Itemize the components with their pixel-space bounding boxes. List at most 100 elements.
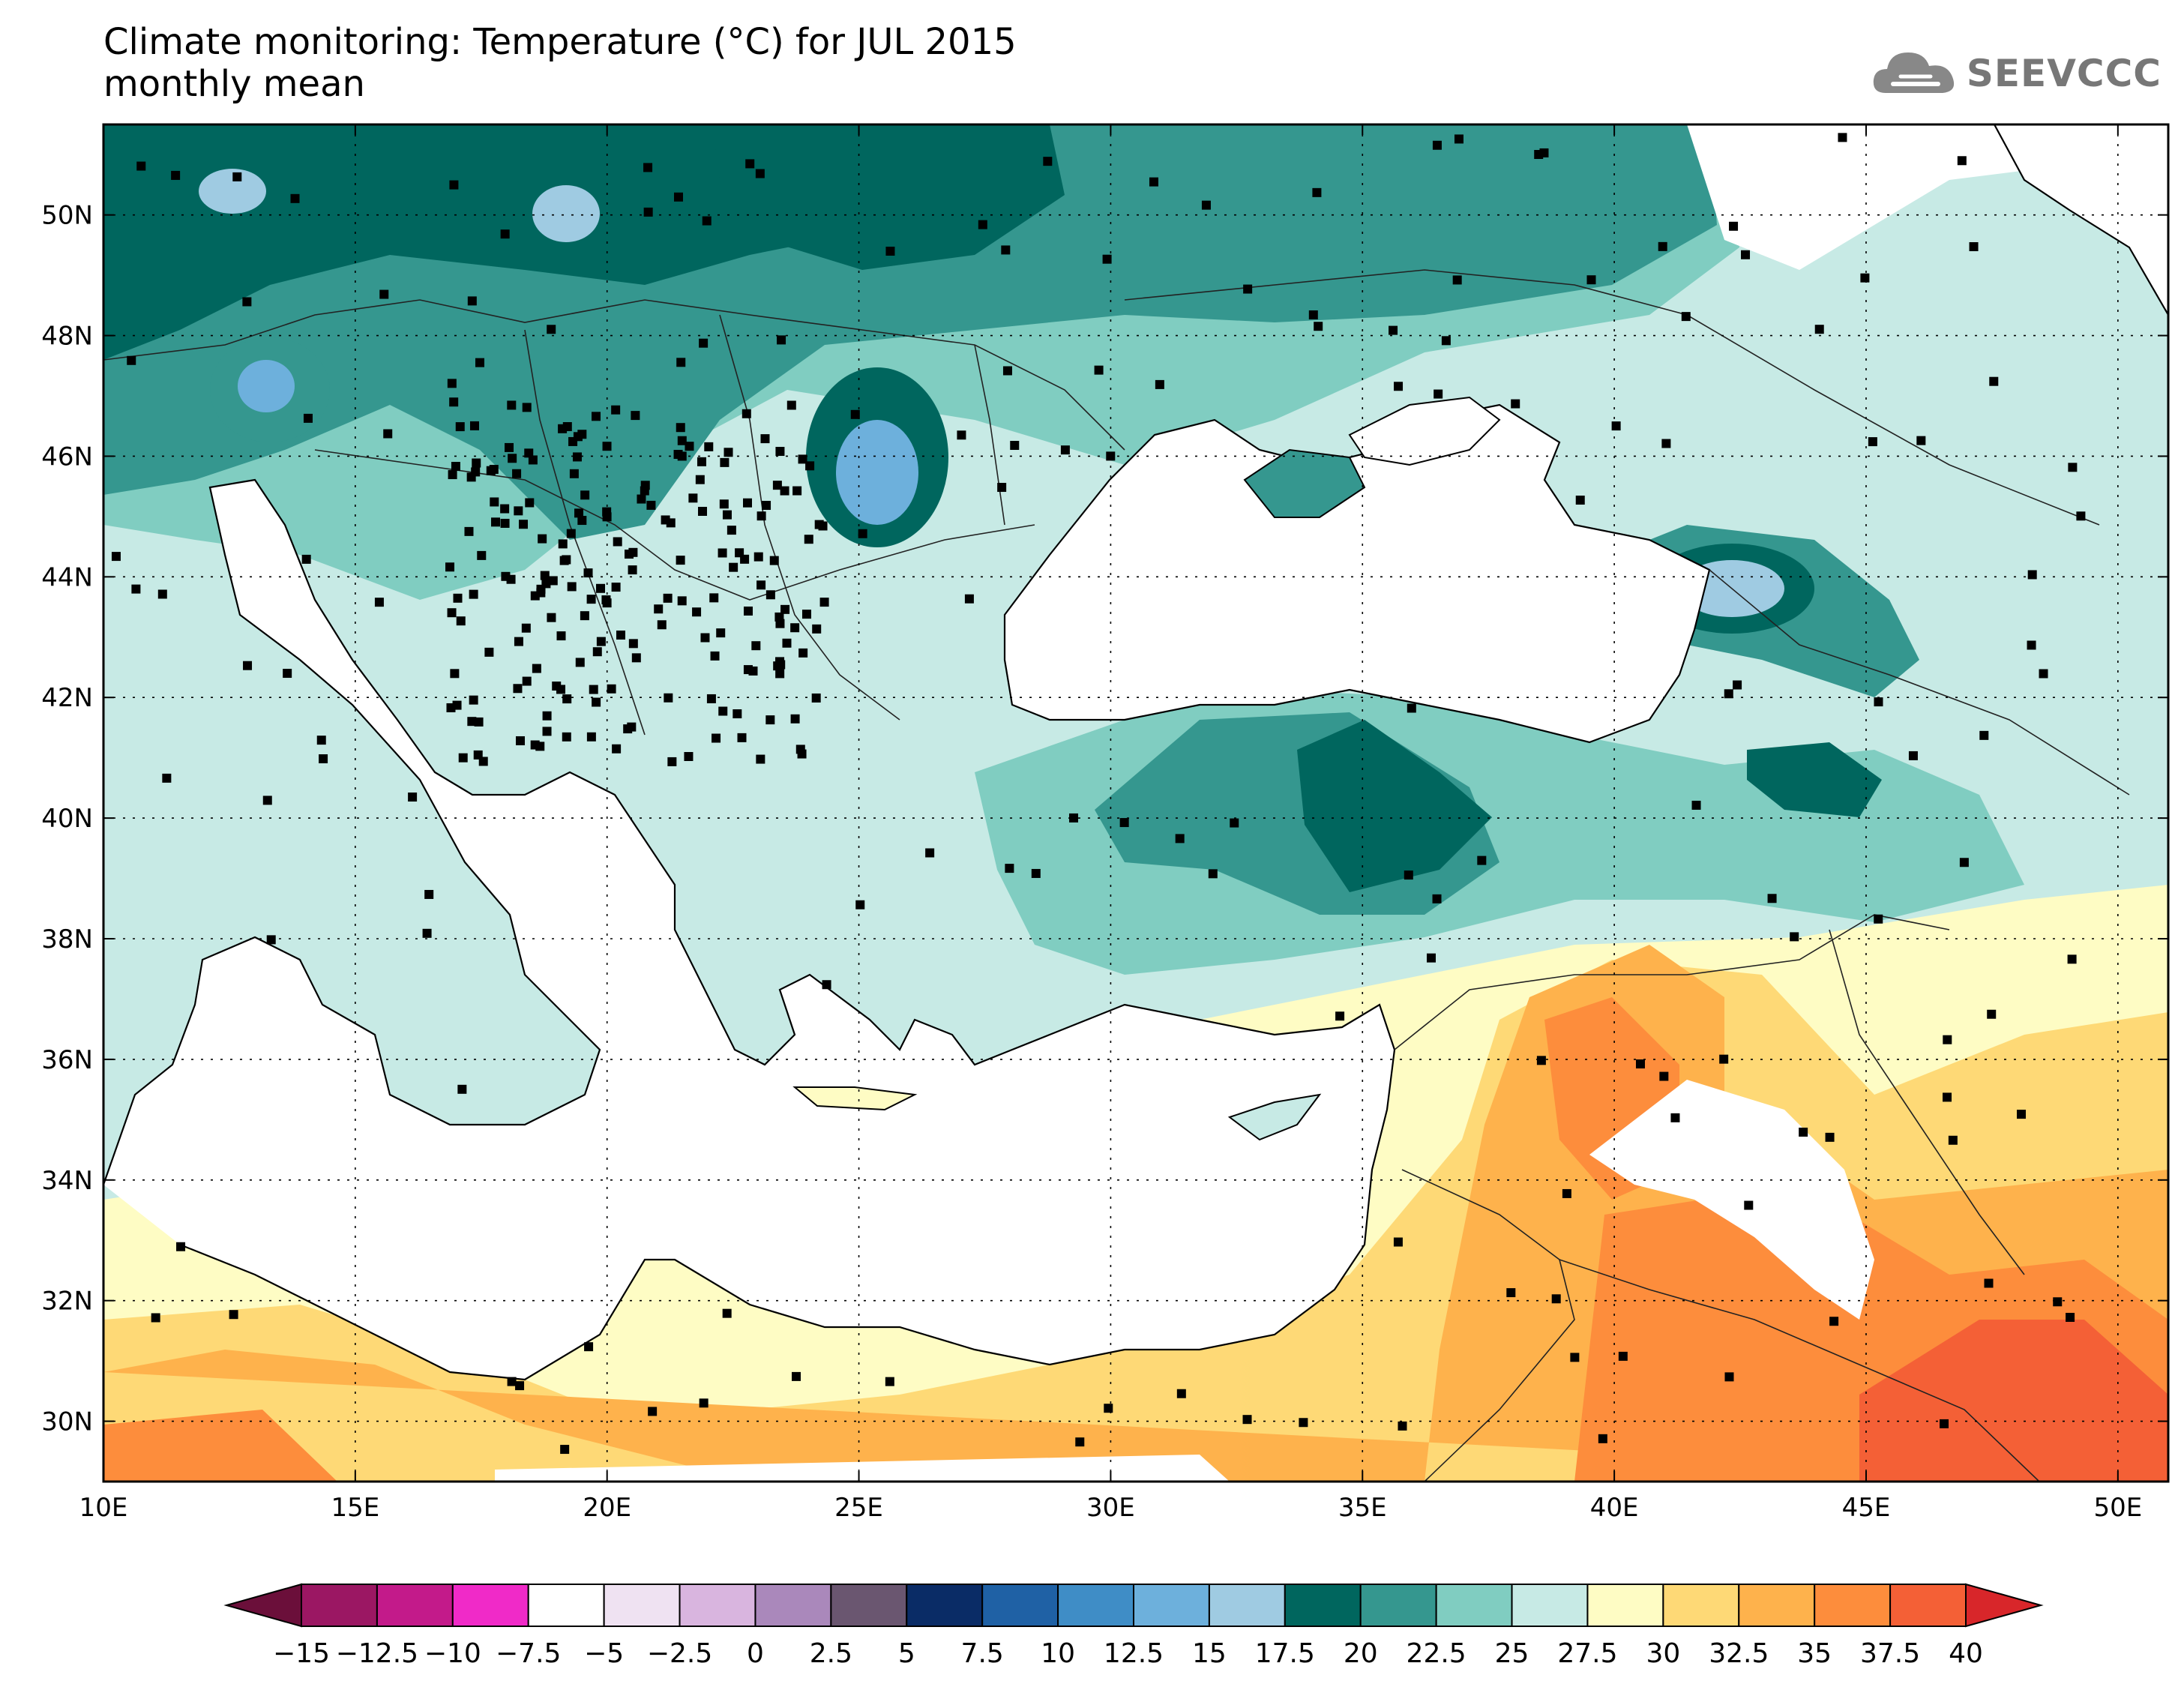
station-marker <box>850 409 860 419</box>
station-marker <box>450 669 460 679</box>
colorbar-label: 40 <box>1949 1638 1983 1669</box>
station-marker <box>1432 140 1442 150</box>
station-marker <box>1562 1188 1571 1198</box>
station-marker <box>538 534 547 544</box>
tick-label-lon: 10E <box>79 1493 128 1523</box>
station-marker <box>451 462 460 472</box>
colorbar-segment <box>603 1584 681 1627</box>
station-marker <box>408 793 418 802</box>
station-marker <box>743 606 753 616</box>
station-marker <box>1744 1200 1754 1210</box>
station-marker <box>1691 800 1701 810</box>
station-marker <box>566 529 576 538</box>
station-marker <box>501 571 511 581</box>
station-marker <box>1314 322 1323 331</box>
station-marker <box>756 511 766 521</box>
station-marker <box>676 556 685 565</box>
station-marker <box>1102 254 1112 264</box>
station-marker <box>424 889 434 899</box>
station-marker <box>475 358 484 367</box>
station-marker <box>469 589 478 599</box>
station-marker <box>677 596 687 606</box>
station-marker <box>157 589 167 599</box>
crimea <box>1243 448 1366 518</box>
station-marker <box>162 773 172 783</box>
colorbar-label: 22.5 <box>1407 1638 1466 1669</box>
station-marker <box>547 325 556 334</box>
station-marker <box>780 604 790 614</box>
title-line-2: monthly mean <box>103 63 365 105</box>
station-marker <box>1175 834 1185 844</box>
station-marker <box>1959 858 1969 867</box>
tick-label-lat: 30N <box>41 1407 93 1437</box>
station-marker <box>505 442 514 452</box>
field-anatolia-17-5 <box>1297 720 1492 892</box>
station-marker <box>819 598 829 607</box>
station-marker <box>1299 1418 1308 1428</box>
station-marker <box>453 593 463 603</box>
colorbar-label: −10 <box>424 1638 481 1669</box>
colorbar-segment <box>906 1584 984 1627</box>
station-marker <box>2076 511 2086 521</box>
station-marker <box>1432 894 1442 903</box>
station-marker <box>700 633 710 643</box>
station-marker <box>775 447 785 457</box>
station-marker <box>467 296 477 306</box>
station-marker <box>978 220 987 229</box>
station-marker <box>957 430 966 440</box>
station-marker <box>676 358 686 367</box>
colorbar-segment <box>1359 1584 1437 1627</box>
colorbar-label: 0 <box>747 1638 764 1669</box>
colorbar-label: 17.5 <box>1255 1638 1315 1669</box>
station-marker <box>490 497 499 507</box>
station-marker <box>1940 1419 1949 1428</box>
station-marker <box>697 457 706 466</box>
station-marker <box>1635 1059 1645 1069</box>
plot-area <box>103 124 2168 1482</box>
station-marker <box>1426 953 1436 963</box>
station-marker <box>762 501 771 511</box>
station-marker <box>491 517 501 527</box>
station-marker <box>1398 1421 1407 1431</box>
station-marker <box>574 508 584 518</box>
station-marker <box>472 458 481 468</box>
tick-label-lon: 45E <box>1842 1493 1891 1523</box>
station-marker <box>2027 570 2037 580</box>
station-marker <box>484 647 494 657</box>
tick-label-lon: 20E <box>583 1493 631 1523</box>
station-marker <box>1724 689 1733 699</box>
station-marker <box>151 1313 160 1323</box>
station-marker <box>569 469 579 478</box>
station-marker <box>1094 365 1104 375</box>
station-marker <box>1043 157 1053 166</box>
station-marker <box>741 409 751 418</box>
field-cold-spot-2-core <box>238 360 295 412</box>
station-marker <box>514 637 523 646</box>
station-marker <box>718 706 728 716</box>
station-marker <box>631 653 641 663</box>
station-marker <box>469 421 479 430</box>
colorbar-label: 2.5 <box>810 1638 852 1669</box>
station-marker <box>1989 376 1999 386</box>
axis-ticks: 10E 15E 20E 25E 30E 35E 40E 45E 50E 30N 32N 34N 36N 3… <box>41 124 2168 1523</box>
station-marker <box>1611 421 1621 431</box>
station-marker <box>753 552 763 562</box>
sea-of-azov <box>1348 396 1501 466</box>
station-marker <box>542 711 552 721</box>
station-marker <box>127 355 136 365</box>
station-marker <box>560 1445 570 1455</box>
tick-label-lon: 40E <box>1590 1493 1639 1523</box>
tick-label-lat: 50N <box>41 201 93 231</box>
station-marker <box>422 928 432 938</box>
station-marker <box>596 583 606 593</box>
station-marker <box>1733 680 1742 690</box>
station-marker <box>772 481 782 490</box>
station-marker <box>812 624 822 634</box>
station-marker <box>667 757 677 766</box>
station-marker <box>1984 1278 1994 1288</box>
station-marker <box>786 400 796 410</box>
station-marker <box>737 733 747 742</box>
station-marker <box>628 639 638 649</box>
station-marker <box>1031 868 1041 878</box>
